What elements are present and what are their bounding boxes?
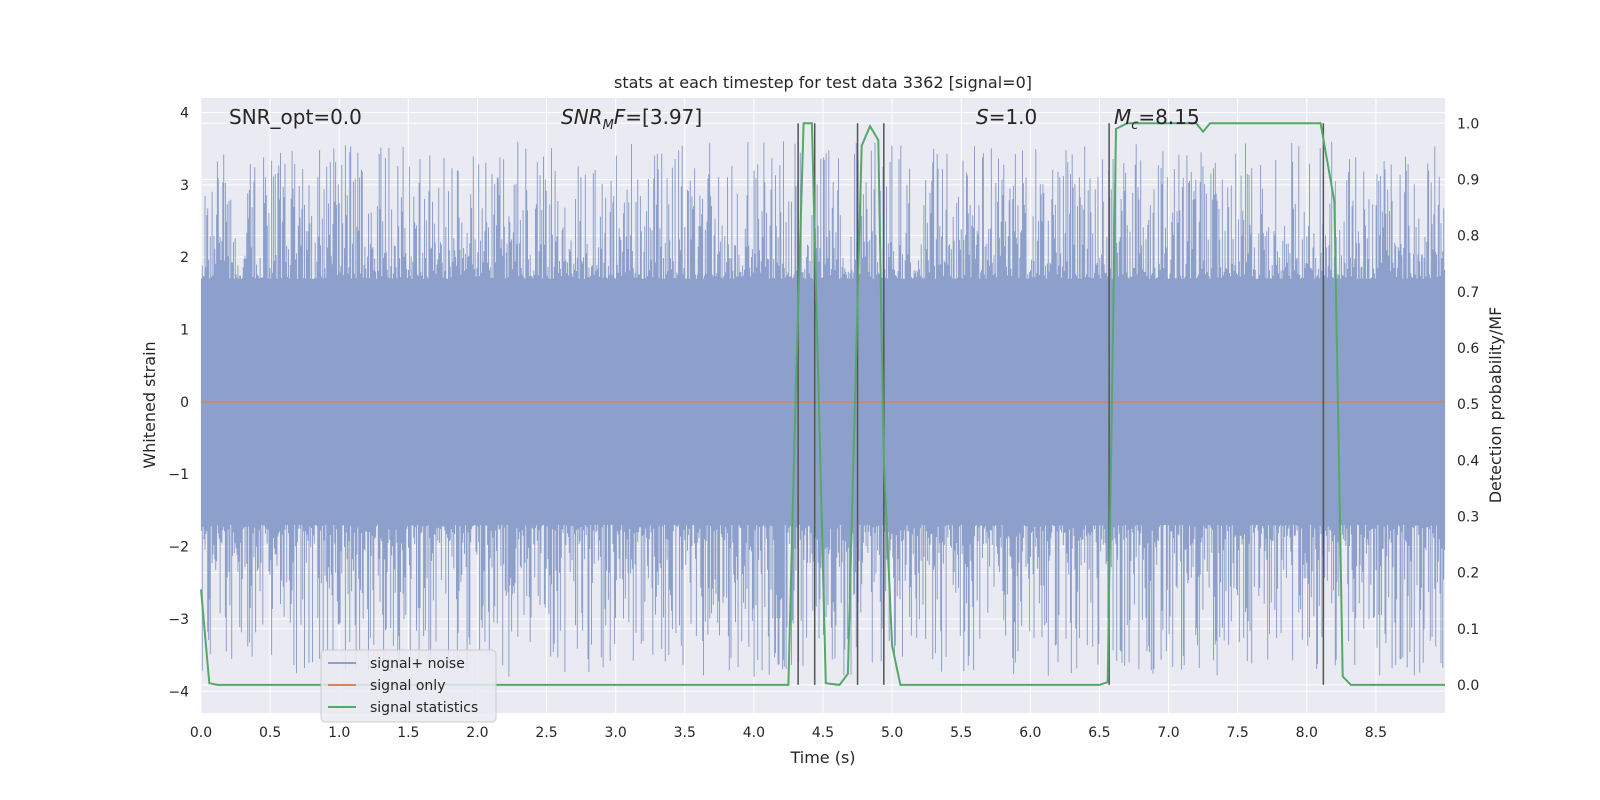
x-tick-label-10: 5.0 [881, 725, 903, 741]
annotation-snr-mf-value: =[3.97] [625, 105, 702, 129]
x-tick-label-13: 6.5 [1088, 725, 1110, 741]
annotation-s-math: S [976, 105, 989, 129]
y-left-tick-label-0: −4 [168, 684, 189, 700]
y-right-tick-label-5: 0.5 [1457, 397, 1479, 413]
x-tick-label-8: 4.0 [743, 725, 765, 741]
x-tick-label-9: 4.5 [812, 725, 834, 741]
annotation-mc: Mc=8.15 [1114, 105, 1200, 133]
annotations: SNR_opt=0.0 SNRMF=[3.97] S=1.0 Mc=8.15 [229, 105, 1200, 133]
series-signal-statistics [200, 122, 1445, 686]
legend-box [320, 649, 497, 723]
y-axis-right-label: Detection probability/MF [1486, 307, 1505, 504]
y-right-tick-label-7: 0.7 [1457, 285, 1479, 301]
y-right-tick-label-8: 0.8 [1457, 229, 1479, 245]
y-right-tick-label-10: 1.0 [1457, 116, 1479, 132]
y-left-tick-label-3: −1 [168, 467, 189, 483]
legend-label-signal-statistics: signal statistics [370, 700, 478, 716]
signal-statistics-line [200, 122, 1445, 686]
y-right-tick-label-4: 0.4 [1457, 453, 1479, 469]
x-tick-label-7: 3.5 [674, 725, 696, 741]
y-right-tick-label-6: 0.6 [1457, 341, 1479, 357]
y-right-tick-label-1: 0.1 [1457, 622, 1479, 638]
x-tick-label-14: 7.0 [1157, 725, 1179, 741]
legend-label-signal-noise: signal+ noise [370, 656, 465, 672]
x-tick-label-1: 0.5 [259, 725, 281, 741]
annotation-mc-sub: c [1131, 118, 1138, 133]
series-signal-noise [200, 141, 1446, 677]
y-left-tick-label-7: 3 [180, 178, 189, 194]
y-right-tick-label-0: 0.0 [1457, 678, 1479, 694]
y-left-tick-label-1: −3 [168, 612, 189, 628]
x-tick-label-6: 3.0 [605, 725, 627, 741]
x-tick-label-11: 5.5 [950, 725, 972, 741]
x-tick-label-5: 2.5 [535, 725, 557, 741]
y-left-tick-label-8: 4 [180, 105, 189, 121]
x-tick-label-17: 8.5 [1365, 725, 1387, 741]
annotation-snr-mf-sub: M [603, 118, 614, 133]
chart-title: stats at each timestep for test data 336… [614, 73, 1032, 92]
y-left-tick-label-2: −2 [168, 540, 189, 556]
x-tick-label-3: 1.5 [397, 725, 419, 741]
annotation-s: S=1.0 [976, 105, 1037, 129]
x-tick-label-4: 2.0 [466, 725, 488, 741]
legend: signal+ noise signal only signal statist… [320, 649, 497, 723]
x-axis-ticks: 0.0 0.5 1.0 1.5 2.0 2.5 3.0 3.5 4.0 4.5 5.0 5.5 6.0 6… [190, 725, 1387, 741]
x-tick-label-16: 8.0 [1296, 725, 1318, 741]
y-right-tick-label-2: 0.2 [1457, 566, 1479, 582]
y-axis-right-ticks: 0.0 0.1 0.2 0.3 0.4 0.5 0.6 0.7 0.8 0.9 1.0 [1457, 116, 1479, 694]
y-axis-left-label: Whitened strain [140, 341, 159, 468]
annotation-snr-mf-after: F [614, 105, 626, 129]
y-left-tick-label-5: 1 [180, 323, 189, 339]
legend-label-signal-only: signal only [370, 678, 445, 694]
y-axis-left-ticks: −4 −3 −2 −1 0 1 2 3 4 [168, 105, 189, 700]
x-tick-label-0: 0.0 [190, 725, 212, 741]
annotation-mc-value: =8.15 [1138, 105, 1199, 129]
annotation-snr-mf-math: SNR [561, 105, 603, 129]
x-tick-label-15: 7.5 [1227, 725, 1249, 741]
y-right-tick-label-9: 0.9 [1457, 172, 1479, 188]
annotation-snr-opt: SNR_opt=0.0 [229, 105, 362, 129]
y-left-tick-label-6: 2 [180, 250, 189, 266]
annotation-s-value: =1.0 [989, 105, 1038, 129]
x-tick-label-2: 1.0 [328, 725, 350, 741]
annotation-snr-mf: SNRMF=[3.97] [561, 105, 702, 133]
x-axis-label: Time (s) [789, 748, 855, 767]
annotation-mc-math: M [1114, 105, 1131, 129]
x-tick-label-12: 6.0 [1019, 725, 1041, 741]
y-left-tick-label-4: 0 [180, 395, 189, 411]
y-right-tick-label-3: 0.3 [1457, 509, 1479, 525]
